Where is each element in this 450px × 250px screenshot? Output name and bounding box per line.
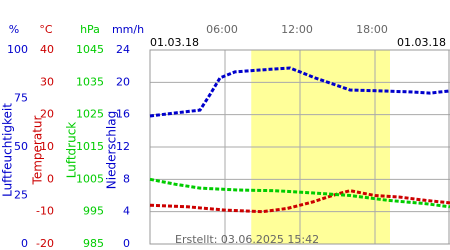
y-tick-label: 1045 <box>76 43 104 56</box>
x-tick-label: 06:00 <box>206 23 238 36</box>
y-tick-label: 0 <box>47 172 54 185</box>
axis-unit: % <box>9 23 19 36</box>
y-tick-label: 985 <box>83 237 104 250</box>
y-tick-label: -10 <box>36 205 54 218</box>
y-tick-label: 8 <box>123 172 130 185</box>
y-tick-label: 4 <box>123 205 130 218</box>
y-tick-label: 10 <box>40 140 54 153</box>
y-tick-label: 995 <box>83 205 104 218</box>
y-tick-label: 40 <box>40 43 54 56</box>
axis-unit: mm/h <box>112 23 144 36</box>
data-line <box>149 177 450 209</box>
y-tick-label: 1035 <box>76 75 104 88</box>
y-tick-label: 1015 <box>76 140 104 153</box>
y-tick-label: 50 <box>14 140 28 153</box>
axis-unit: °C <box>39 23 53 36</box>
y-tick-label: 100 <box>7 43 28 56</box>
y-tick-label: 30 <box>40 75 54 88</box>
y-tick-label: 16 <box>116 108 130 121</box>
y-tick-label: 1005 <box>76 172 104 185</box>
y-tick-label: 24 <box>116 43 130 56</box>
date-left: 01.03.18 <box>150 36 199 49</box>
y-tick-label: 20 <box>116 75 130 88</box>
axis-unit: hPa <box>80 23 100 36</box>
y-tick-label: 0 <box>21 237 28 250</box>
plot-border <box>149 49 450 245</box>
axis-label: Niederschlag <box>105 111 119 189</box>
x-tick-label: 12:00 <box>281 23 313 36</box>
data-line <box>149 189 450 214</box>
data-line <box>149 66 450 118</box>
axis-label: Luftdruck <box>65 122 79 179</box>
y-tick-label: -20 <box>36 237 54 250</box>
y-tick-label: 0 <box>123 237 130 250</box>
axis-label: Luftfeuchtigkeit <box>1 103 15 197</box>
y-tick-label: 20 <box>40 108 54 121</box>
y-tick-label: 12 <box>116 140 130 153</box>
date-right: 01.03.18 <box>397 36 446 49</box>
y-tick-label: 25 <box>14 189 28 202</box>
axis-label: Temperatur <box>31 115 45 185</box>
y-tick-label: 1025 <box>76 108 104 121</box>
footer: Erstellt: 03.06.2025 15:42 <box>175 233 319 246</box>
y-tick-label: 75 <box>14 92 28 105</box>
x-tick-label: 18:00 <box>356 23 388 36</box>
